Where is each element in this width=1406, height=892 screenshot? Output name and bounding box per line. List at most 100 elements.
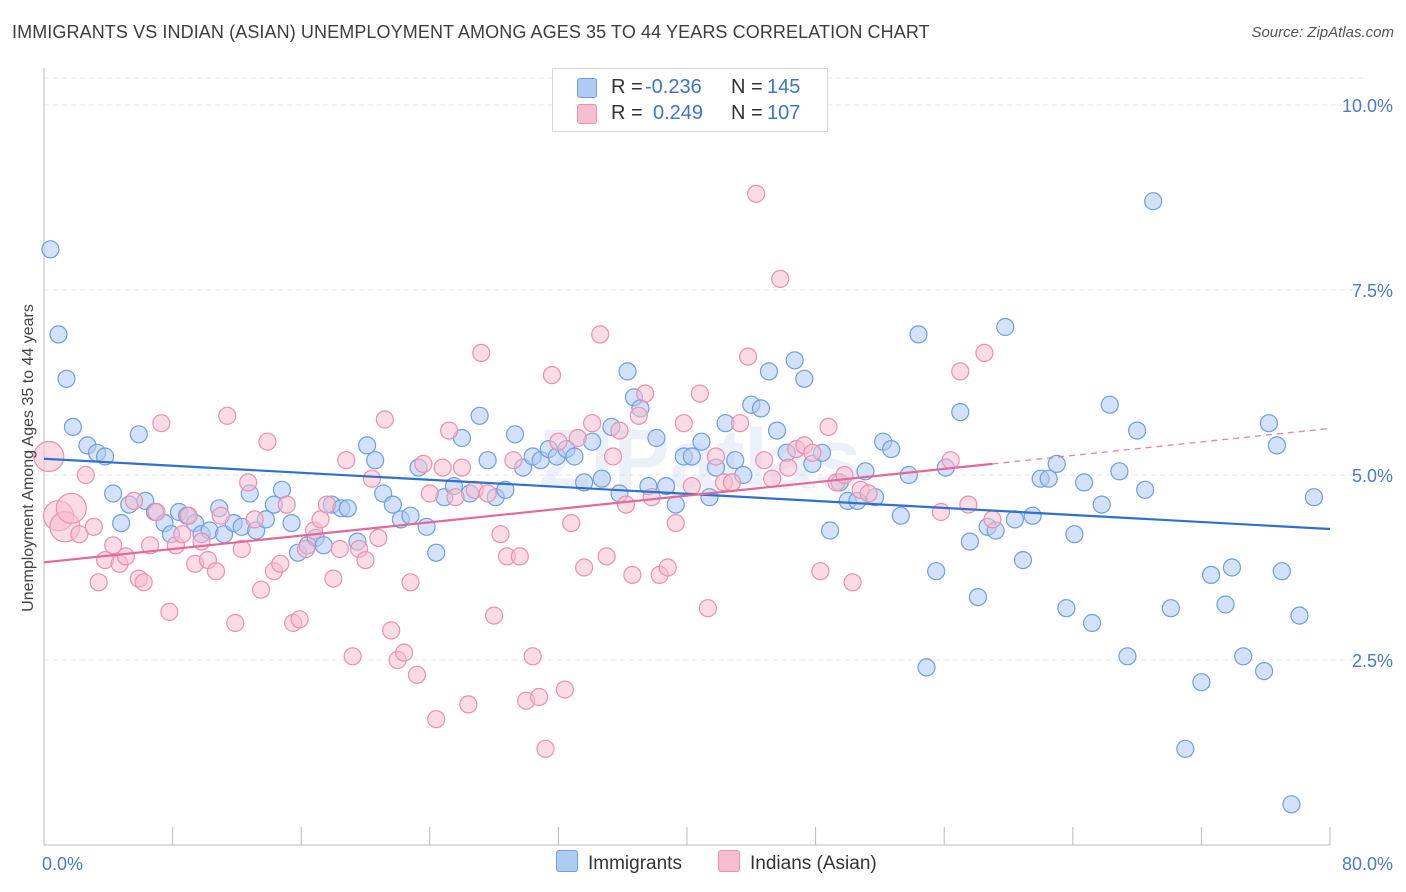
indians-point — [763, 469, 782, 488]
bottom-legend-swatch-indians — [718, 850, 740, 872]
immigrants-point — [785, 351, 804, 370]
immigrants-point — [427, 543, 446, 562]
y-tick-label: 7.5% — [1352, 281, 1393, 301]
indians-point — [134, 573, 153, 592]
immigrants-point — [657, 477, 676, 496]
indians-point — [330, 539, 349, 559]
immigrants-point — [1118, 647, 1137, 666]
indians-point — [666, 513, 685, 533]
indians-point — [324, 569, 343, 588]
immigrants-point — [565, 447, 584, 466]
indians-point — [690, 384, 709, 403]
immigrants-point — [767, 421, 787, 440]
indians-point — [616, 495, 636, 514]
indians-point — [147, 502, 166, 522]
immigrants-point — [104, 484, 123, 503]
indians-point — [55, 492, 87, 524]
indians-point — [575, 558, 594, 577]
indians-point — [843, 573, 862, 592]
immigrants-point — [909, 325, 928, 344]
indians-point — [337, 451, 356, 470]
indians-point — [811, 562, 830, 581]
immigrants-point — [1013, 550, 1033, 570]
indians-point — [89, 573, 108, 592]
immigrants-point — [751, 399, 771, 418]
y-tick-label: 2.5% — [1352, 651, 1393, 671]
indians-point — [523, 647, 542, 666]
immigrants-point — [1127, 421, 1147, 440]
immigrants-point — [682, 447, 701, 466]
immigrants-point — [968, 587, 988, 607]
indians-point — [859, 484, 878, 503]
immigrants-point — [759, 362, 779, 381]
immigrants-point — [891, 506, 910, 525]
immigrants-point — [496, 480, 515, 499]
indians-point — [33, 440, 65, 473]
gridlines — [44, 77, 1364, 661]
legend-r-label: R = — [611, 76, 643, 98]
indians-point — [296, 539, 316, 559]
bottom-legend-indians: Indians (Asian) — [718, 850, 877, 875]
legend-r-value-immigrants: -0.236 — [645, 76, 702, 98]
indians-point — [433, 458, 452, 477]
indians-point — [239, 473, 258, 492]
indians-point — [452, 458, 472, 477]
immigrants-point — [1201, 565, 1221, 585]
legend-n-label: N = — [731, 102, 763, 124]
immigrants-point — [470, 406, 489, 425]
indians-point — [414, 454, 433, 473]
trend-lines — [43, 427, 1331, 564]
x-tick-label: 80.0% — [1342, 854, 1393, 874]
indians-point — [485, 606, 504, 625]
indians-point — [747, 184, 766, 203]
immigrants-point — [1282, 795, 1301, 814]
immigrants-point — [478, 451, 497, 470]
indians-point — [779, 458, 798, 477]
series-immigrants-points — [41, 192, 1324, 814]
indians-point — [491, 525, 510, 544]
indians-point — [343, 647, 362, 666]
legend-r-value-indians: 0.249 — [653, 102, 704, 124]
indians-point — [173, 525, 192, 544]
immigrants-point — [49, 325, 68, 344]
immigrants-point — [1039, 469, 1058, 488]
indians-point — [478, 484, 497, 503]
immigrants-point — [129, 425, 148, 444]
immigrants-point — [41, 240, 60, 259]
indians-point — [722, 473, 742, 492]
trend-line-indians-extension — [992, 427, 1331, 465]
immigrants-point — [1082, 613, 1102, 633]
immigrants-point — [618, 362, 637, 381]
y-tick-label: 5.0% — [1352, 466, 1393, 486]
indians-point — [446, 488, 465, 507]
immigrants-point — [1176, 739, 1195, 758]
immigrants-point — [820, 521, 840, 540]
indians-point — [510, 547, 529, 566]
indians-point — [427, 710, 446, 729]
indians-point — [439, 421, 459, 440]
y-tick-label: 10.0% — [1342, 96, 1393, 116]
immigrants-point — [1259, 414, 1279, 433]
immigrants-point — [1144, 192, 1163, 211]
immigrants-point — [1057, 599, 1076, 618]
indians-point — [369, 528, 388, 548]
indians-point — [730, 414, 750, 433]
indians-point — [636, 384, 655, 403]
indians-point — [401, 573, 420, 592]
immigrants-point — [1254, 661, 1274, 681]
legend-n-label: N = — [731, 76, 763, 98]
immigrants-point — [1222, 558, 1242, 577]
y-axis-label: Unemployment Among Ages 35 to 44 years — [20, 304, 37, 612]
immigrants-point — [1047, 454, 1066, 473]
immigrants-point — [666, 495, 685, 514]
immigrants-point — [358, 436, 377, 455]
indians-point — [629, 406, 648, 425]
legend-swatch-immigrants — [577, 78, 597, 98]
chart-title: IMMIGRANTS VS INDIAN (ASIAN) UNEMPLOYMEN… — [12, 22, 930, 42]
indians-point — [362, 469, 382, 488]
immigrants-point — [996, 317, 1015, 337]
indians-point — [698, 599, 717, 618]
immigrants-point — [1136, 480, 1155, 499]
trend-line-immigrants — [43, 457, 1331, 531]
